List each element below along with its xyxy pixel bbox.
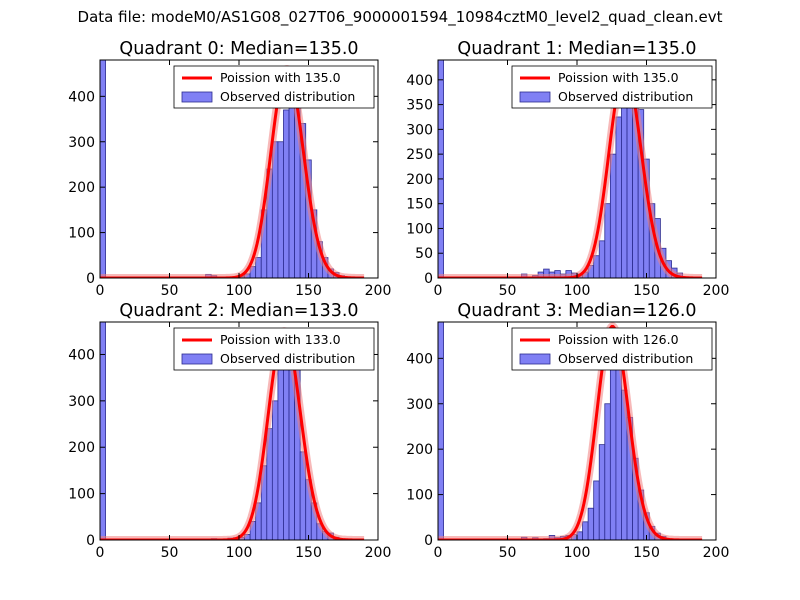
histogram-bar (604, 403, 611, 540)
poisson-curve (100, 329, 365, 540)
x-tick-label: 100 (226, 283, 253, 299)
plot-area (100, 322, 367, 540)
x-tick-label: 150 (295, 545, 322, 561)
legend-label-observed: Observed distribution (220, 351, 355, 366)
legend-label-poisson: Poission with 126.0 (558, 332, 679, 347)
legend-label-poisson: Poission with 135.0 (558, 70, 679, 85)
y-tick-label: 200 (406, 172, 433, 188)
y-tick-label: 50 (415, 246, 433, 262)
plot-area (438, 322, 705, 540)
histogram-bar (438, 322, 444, 540)
histogram-bar (283, 109, 290, 278)
quadrant-1-chart: Quadrant 1: Median=135.0 0 50 100 150 200 0 50 1… (406, 39, 729, 299)
histogram-bar (598, 240, 606, 278)
legend-label-poisson: Poission with 135.0 (220, 70, 341, 85)
x-tick-label: 200 (703, 545, 730, 561)
chart-title: Quadrant 2: Median=133.0 (119, 301, 358, 321)
y-tick-label: 100 (406, 221, 433, 237)
histogram-bar (277, 141, 284, 278)
histogram-bar (100, 322, 106, 540)
legend: Poission with 126.0 Observed distribution (511, 327, 713, 371)
x-tick-label: 0 (96, 283, 105, 299)
legend: Poission with 135.0 Observed distribution (173, 65, 375, 109)
x-tick-label: 200 (703, 283, 730, 299)
figure-title: Data file: modeM0/AS1G08_027T06_90000015… (77, 8, 723, 26)
chart-title: Quadrant 1: Median=135.0 (457, 39, 696, 59)
poisson-curve (438, 325, 703, 540)
y-tick-label: 0 (424, 271, 433, 287)
x-tick-label: 150 (295, 283, 322, 299)
y-tick-label: 200 (68, 440, 95, 456)
x-tick-label: 0 (434, 283, 443, 299)
histogram-bar (587, 507, 595, 540)
x-tick-label: 0 (434, 545, 443, 561)
x-tick-label: 0 (96, 545, 105, 561)
quadrant-0-chart: Quadrant 0: Median=135.0 0 50 100 150 200 0 100… (68, 39, 391, 299)
histogram-bar (283, 340, 290, 540)
y-tick-label: 100 (68, 487, 95, 503)
x-tick-label: 50 (161, 283, 179, 299)
y-tick-label: 0 (424, 533, 433, 549)
histogram-bar (255, 257, 262, 278)
y-tick-label: 400 (68, 89, 95, 105)
legend-label-observed: Observed distribution (558, 351, 693, 366)
legend-bar-swatch (181, 91, 213, 103)
y-tick-label: 0 (86, 271, 95, 287)
y-tick-label: 250 (406, 147, 433, 163)
legend-bar-swatch (519, 91, 551, 103)
histogram-bar (100, 60, 106, 278)
x-tick-label: 150 (633, 545, 660, 561)
y-tick-label: 400 (406, 73, 433, 89)
histogram-bar (593, 480, 600, 540)
histogram-bar (609, 153, 617, 278)
quadrant-3-chart: Quadrant 3: Median=126.0 0 50 100 150 200 0 100… (406, 301, 729, 561)
histogram-bar (582, 521, 589, 540)
x-tick-label: 200 (365, 283, 392, 299)
x-tick-label: 50 (499, 545, 517, 561)
legend: Poission with 135.0 Observed distribution (511, 65, 713, 109)
x-tick-label: 100 (226, 545, 253, 561)
histogram-bar (598, 444, 606, 540)
x-tick-label: 200 (365, 545, 392, 561)
y-tick-label: 150 (406, 197, 433, 213)
y-tick-label: 400 (406, 351, 433, 367)
chart-title: Quadrant 0: Median=135.0 (119, 39, 358, 59)
y-tick-label: 100 (406, 488, 433, 504)
histogram-bar (621, 94, 628, 278)
quadrant-2-chart: Quadrant 2: Median=133.0 0 50 100 150 200 0 100… (68, 301, 391, 561)
x-tick-label: 150 (633, 283, 660, 299)
x-tick-label: 100 (564, 545, 591, 561)
histogram-bar (277, 344, 284, 540)
x-tick-label: 50 (499, 283, 517, 299)
y-tick-label: 300 (406, 397, 433, 413)
y-tick-label: 350 (406, 98, 433, 114)
legend-label-observed: Observed distribution (558, 89, 693, 104)
histogram-bar (615, 116, 622, 278)
y-tick-label: 300 (406, 122, 433, 138)
legend-label-poisson: Poission with 133.0 (220, 332, 341, 347)
legend-bar-swatch (181, 353, 213, 365)
x-tick-label: 50 (161, 545, 179, 561)
y-tick-label: 0 (86, 533, 95, 549)
histogram-bar (438, 60, 444, 278)
histogram-bar (271, 400, 279, 540)
y-tick-label: 100 (68, 226, 95, 242)
y-tick-label: 400 (68, 347, 95, 363)
legend: Poission with 133.0 Observed distribution (173, 327, 375, 371)
histogram-bar (604, 203, 611, 278)
y-tick-label: 200 (406, 442, 433, 458)
y-tick-label: 200 (68, 180, 95, 196)
x-tick-label: 100 (564, 283, 591, 299)
y-tick-label: 300 (68, 394, 95, 410)
legend-bar-swatch (519, 353, 551, 365)
y-tick-label: 300 (68, 135, 95, 151)
chart-title: Quadrant 3: Median=126.0 (457, 301, 696, 321)
legend-label-observed: Observed distribution (220, 89, 355, 104)
